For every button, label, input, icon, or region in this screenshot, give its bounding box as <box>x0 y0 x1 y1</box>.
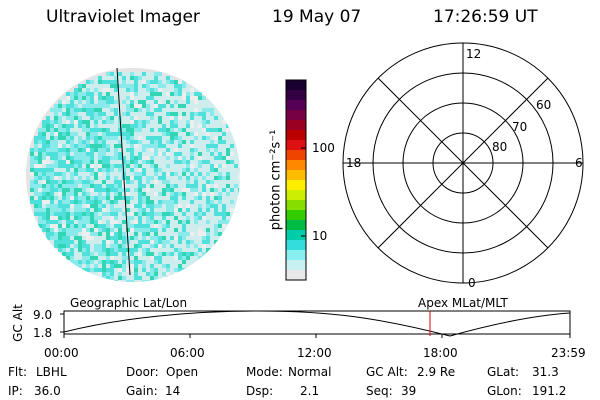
colorbar-segment <box>286 120 306 131</box>
glat-value: 31.3 <box>532 365 559 379</box>
timeline-ytick-9: 9.0 <box>33 308 53 322</box>
timeline-axis-label: GC Alt <box>11 304 25 342</box>
colorbar-frame <box>285 79 307 281</box>
mlt-label-6: 6 <box>575 156 583 170</box>
gain-label: Gain: <box>126 384 158 398</box>
timeline-right-label: Apex MLat/MLT <box>418 296 508 310</box>
flt-value: LBHL <box>36 365 67 379</box>
colorbar-segment <box>286 160 306 171</box>
timeline-xticks <box>63 334 571 338</box>
colorbar-segment <box>286 140 306 151</box>
colorbar-segment <box>286 200 306 211</box>
terminator-line <box>116 67 131 276</box>
lat-label-60: 60 <box>536 98 552 112</box>
mlt-label-12: 12 <box>466 47 482 61</box>
mode-label: Mode: <box>246 365 283 379</box>
altitude-curve <box>63 310 571 337</box>
timeline-left-label: Geographic Lat/Lon <box>70 296 188 310</box>
colorbar <box>286 80 306 281</box>
timeline-xtick-0000: 00:00 <box>44 346 79 360</box>
glat-label: GLat: <box>487 365 520 379</box>
colorbar-units: photon cm⁻²s⁻¹ <box>268 129 284 231</box>
dsp-value: 2.1 <box>300 384 320 398</box>
ip-label: IP: <box>8 384 23 398</box>
door-value: Open <box>166 365 199 379</box>
timeline-frame <box>63 310 571 335</box>
flt-label: Flt: <box>8 365 27 379</box>
colorbar-segment <box>286 110 306 121</box>
mode-value: Normal <box>288 365 332 379</box>
colorbar-segment <box>286 100 306 111</box>
time-label: 17:26:59 UT <box>433 7 538 27</box>
colorbar-segment <box>286 250 306 261</box>
colorbar-segment <box>286 90 306 101</box>
timeline-xtick-1800: 18:00 <box>423 346 458 360</box>
colorbar-segment <box>286 240 306 251</box>
date-label: 19 May 07 <box>272 7 362 27</box>
dsp-label: Dsp: <box>246 384 274 398</box>
polar-grid <box>342 42 584 284</box>
lat-label-80: 80 <box>492 140 508 154</box>
uv-image-pixels <box>30 72 240 282</box>
timeline-xtick-1200: 12:00 <box>297 346 332 360</box>
door-label: Door: <box>126 365 159 379</box>
colorbar-segment <box>286 190 306 201</box>
glon-value: 191.2 <box>532 384 567 398</box>
polar-diagonal-2 <box>377 77 549 249</box>
lat-label-70: 70 <box>512 120 528 134</box>
timeline-xtick-2359: 23:59 <box>551 346 586 360</box>
ip-value: 36.0 <box>34 384 61 398</box>
glon-label: GLon: <box>487 384 522 398</box>
colorbar-segment <box>286 270 306 281</box>
colorbar-segment <box>286 150 306 161</box>
colorbar-segment <box>286 220 306 231</box>
colorbar-label-10: 10 <box>312 229 328 243</box>
colorbar-segment <box>286 260 306 271</box>
mlt-label-18: 18 <box>346 156 362 170</box>
gcalt-value: 2.9 Re <box>417 365 456 379</box>
colorbar-segment <box>286 230 306 241</box>
colorbar-segment <box>286 170 306 181</box>
instrument-title: Ultraviolet Imager <box>46 7 200 27</box>
gain-value: 14 <box>165 384 181 398</box>
colorbar-segment <box>286 80 306 91</box>
colorbar-segment <box>286 130 306 141</box>
colorbar-segment <box>286 210 306 221</box>
colorbar-segment <box>286 180 306 191</box>
colorbar-label-100: 100 <box>312 141 335 155</box>
mlt-label-0: 0 <box>468 276 476 290</box>
seq-value: 39 <box>401 384 417 398</box>
timeline-ytick-1-8: 1.8 <box>33 326 53 340</box>
seq-label: Seq: <box>366 384 393 398</box>
gcalt-label: GC Alt: <box>366 365 408 379</box>
timeline-xtick-0600: 06:00 <box>170 346 205 360</box>
